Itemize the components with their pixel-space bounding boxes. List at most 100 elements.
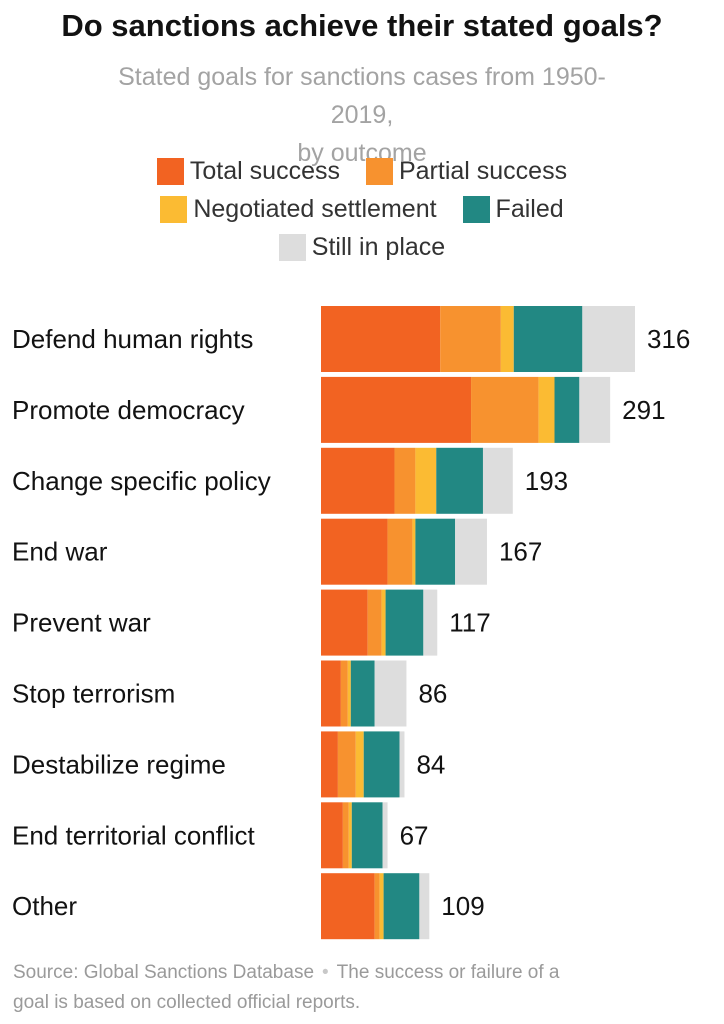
bar-segment-negotiated-settlement [538,376,555,443]
bar-segment-still-in-place [382,802,388,869]
bar-segment-negotiated-settlement [379,873,384,940]
bar-segment-partial-success [367,589,382,656]
bar-segment-negotiated-settlement [347,660,351,727]
bar-segment-failed [363,731,400,798]
bar-segment-still-in-place [374,660,407,727]
legend-swatch-failed [462,196,490,223]
legend-row-1: Total success Partial success [0,157,724,186]
category-label: End war [12,537,108,567]
bar-segment-partial-success [394,447,416,514]
bar-segment-total-success [321,447,395,514]
legend-item-still-in-place: Still in place [278,233,446,262]
bar-segment-total-success [321,306,441,372]
bar-segment-partial-success [387,518,413,585]
category-label: Defend human rights [12,324,253,354]
bar-segment-total-success [321,731,338,798]
bar-segment-total-success [321,376,472,443]
total-label: 291 [622,395,665,425]
bar-segment-partial-success [337,731,356,798]
total-label: 117 [449,608,490,638]
bar-segment-failed [383,873,420,940]
legend-swatch-partial-success [365,158,393,185]
bar-segment-failed [351,802,383,869]
legend-swatch-still-in-place [278,234,306,261]
legend-label-partial-success: Partial success [398,157,568,185]
legend-row-3: Still in place [0,233,724,262]
bar-row-destabilize-regime: Destabilize regime 84 [12,731,445,798]
bar-segment-failed [513,306,583,372]
chart-subtitle: Stated goals for sanctions cases from 19… [112,58,612,172]
total-label: 193 [525,466,568,496]
bar-segment-partial-success [340,660,348,727]
stacked-bar-chart: Defend human rights 316 Promote democracy 2… [12,306,690,940]
separator-dot: • [322,962,329,983]
bar-segment-still-in-place [399,731,405,798]
total-label: 67 [400,820,429,850]
bar-row-other: Other 109 [12,873,485,940]
bar-segment-negotiated-settlement [500,306,514,372]
subtitle-line-1: Stated goals for sanctions cases from 19… [118,63,606,129]
category-label: Promote democracy [12,395,245,425]
bar-segment-partial-success [440,306,501,372]
method-note-line-2: goal is based on collected official repo… [13,992,361,1013]
total-label: 84 [416,749,445,779]
legend-label-negotiated-settlement: Negotiated settlement [193,195,437,223]
legend-label-failed: Failed [495,195,564,223]
bar-segment-total-success [321,873,375,940]
bar-segment-still-in-place [582,306,635,372]
bar-segment-failed [554,376,580,443]
bar-segment-total-success [321,589,368,656]
legend-item-negotiated-settlement: Negotiated settlement [160,195,437,224]
chart-footer: Source: Global Sanctions Database • The su… [13,958,713,1018]
legend-item-failed: Failed [462,195,564,224]
legend-item-total-success: Total success [156,157,340,186]
category-label: Prevent war [12,608,151,638]
footer-line-1: Source: Global Sanctions Database • The su… [13,958,713,988]
total-label: 316 [647,324,690,354]
category-label: Stop terrorism [12,679,175,709]
category-label: End territorial conflict [12,820,256,850]
bar-segment-negotiated-settlement [381,589,386,656]
bar-row-promote-democracy: Promote democracy 291 [12,376,666,443]
legend-swatch-negotiated-settlement [160,196,188,223]
category-label: Destabilize regime [12,749,226,779]
bar-segment-total-success [321,802,343,869]
bar-segment-total-success [321,660,341,727]
subtitle-line-2: by outcome [297,139,427,167]
bar-row-end-war: End war 167 [12,518,542,585]
method-note-line-1: The success or failure of a [336,962,560,983]
bar-segment-still-in-place [482,447,513,514]
bar-row-stop-terrorism: Stop terrorism 86 [12,660,447,727]
bar-segment-partial-success [374,873,380,940]
bar-segment-negotiated-settlement [348,802,352,869]
category-label: Change specific policy [12,466,271,496]
legend-swatch-total-success [156,158,184,185]
bar-segment-total-success [321,518,388,585]
source-note: Source: Global Sanctions Database [13,962,315,983]
bar-segment-still-in-place [455,518,487,585]
legend-label-still-in-place: Still in place [311,233,446,261]
bar-row-prevent-war: Prevent war 117 [12,589,491,656]
bar-segment-partial-success [471,376,539,443]
bar-row-end-territorial-conflict: End territorial conflict 67 [12,802,429,869]
bar-segment-negotiated-settlement [415,447,437,514]
bar-segment-failed [350,660,375,727]
category-label: Other [12,891,77,921]
bar-segment-negotiated-settlement [355,731,364,798]
bar-row-change-specific-policy: Change specific policy 193 [12,447,568,514]
total-label: 167 [499,537,542,567]
legend-item-partial-success: Partial success [365,157,568,186]
bar-segment-negotiated-settlement [412,518,416,585]
bar-segment-still-in-place [419,873,430,940]
total-label: 86 [418,679,447,709]
bar-segment-failed [385,589,424,656]
total-label: 109 [441,891,484,921]
bar-segment-still-in-place [579,376,611,443]
bar-segment-failed [436,447,483,514]
chart-title: Do sanctions achieve their stated goals? [61,8,663,43]
legend-row-2: Negotiated settlement Failed [0,195,724,224]
bar-segment-failed [415,518,456,585]
bar-segment-still-in-place [423,589,438,656]
bar-segment-partial-success [342,802,349,869]
legend-label-total-success: Total success [189,157,340,185]
